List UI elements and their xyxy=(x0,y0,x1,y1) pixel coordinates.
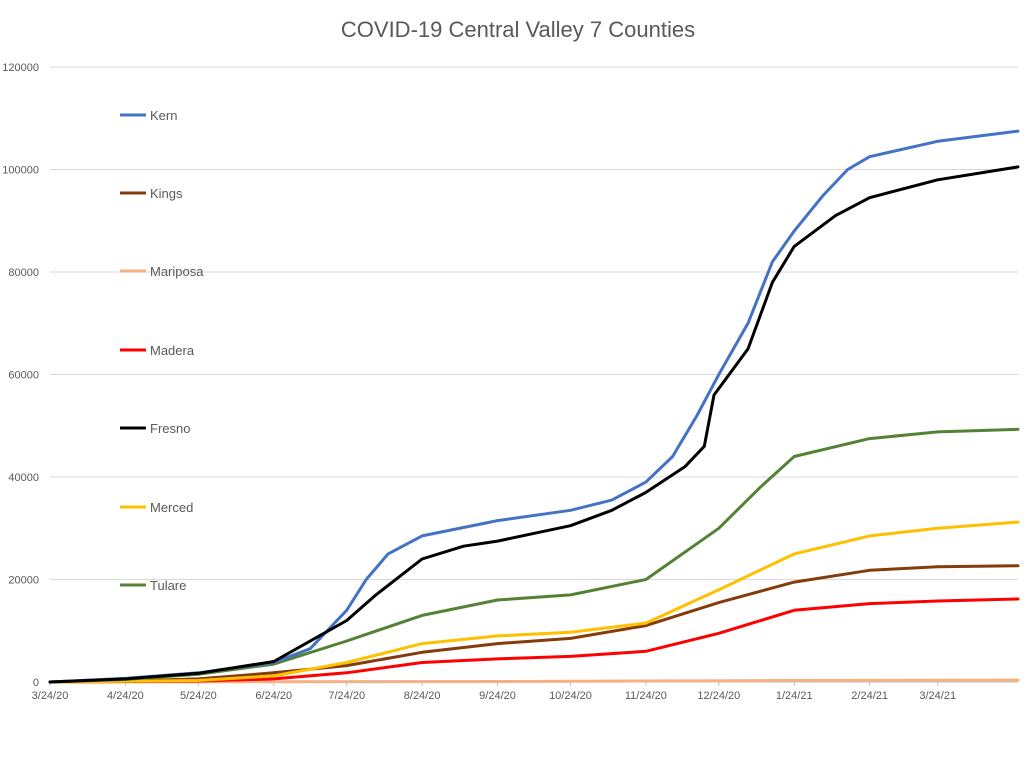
x-tick-label: 3/24/20 xyxy=(32,690,69,702)
y-tick-label: 100000 xyxy=(2,165,39,177)
legend: Kern Kings Mariposa Madera Fresno Merced Tular… xyxy=(120,108,204,593)
x-tick-label: 4/24/20 xyxy=(107,690,144,702)
series-line-madera xyxy=(48,597,1020,684)
series-line-kings xyxy=(48,564,1020,684)
y-tick-label: 40000 xyxy=(8,472,39,484)
series-line-tulare xyxy=(48,427,1020,684)
x-tick-label: 6/24/20 xyxy=(255,690,292,702)
legend-label-merced: Merced xyxy=(150,500,193,515)
gridlines xyxy=(50,66,1018,580)
series-line-mariposa xyxy=(48,678,1020,684)
x-tick-label: 2/24/21 xyxy=(851,690,888,702)
x-tick-label: 9/24/20 xyxy=(479,690,516,702)
legend-label-kings: Kings xyxy=(150,186,183,201)
legend-label-fresno: Fresno xyxy=(150,421,190,436)
x-tick-label: 1/24/21 xyxy=(776,690,813,702)
series-line-fresno xyxy=(48,165,1020,684)
x-tick-label: 7/24/20 xyxy=(328,690,365,702)
legend-label-mariposa: Mariposa xyxy=(150,264,204,279)
x-tick-label: 11/24/20 xyxy=(625,690,667,702)
y-tick-label: 60000 xyxy=(8,370,39,382)
legend-label-tulare: Tulare xyxy=(150,578,186,593)
x-tick-label: 8/24/20 xyxy=(404,690,441,702)
x-tick-label: 10/24/20 xyxy=(549,690,592,702)
series-line-kern xyxy=(48,129,1020,684)
y-tick-label: 80000 xyxy=(8,267,39,279)
y-tick-label: 120000 xyxy=(2,62,39,74)
legend-label-madera: Madera xyxy=(150,343,195,358)
x-tick-label: 3/24/21 xyxy=(919,690,956,702)
series-lines xyxy=(48,129,1020,684)
y-tick-label: 20000 xyxy=(8,575,39,587)
chart-title: COVID-19 Central Valley 7 Counties xyxy=(341,17,695,42)
x-tick-label: 5/24/20 xyxy=(180,690,217,702)
y-tick-label: 0 xyxy=(33,677,39,689)
axes: 0 20000 40000 60000 80000 100000 120000 3/24/20… xyxy=(2,62,1018,702)
legend-label-kern: Kern xyxy=(150,108,177,123)
series-line-merced xyxy=(48,520,1020,684)
x-tick-label: 12/24/20 xyxy=(697,690,740,702)
